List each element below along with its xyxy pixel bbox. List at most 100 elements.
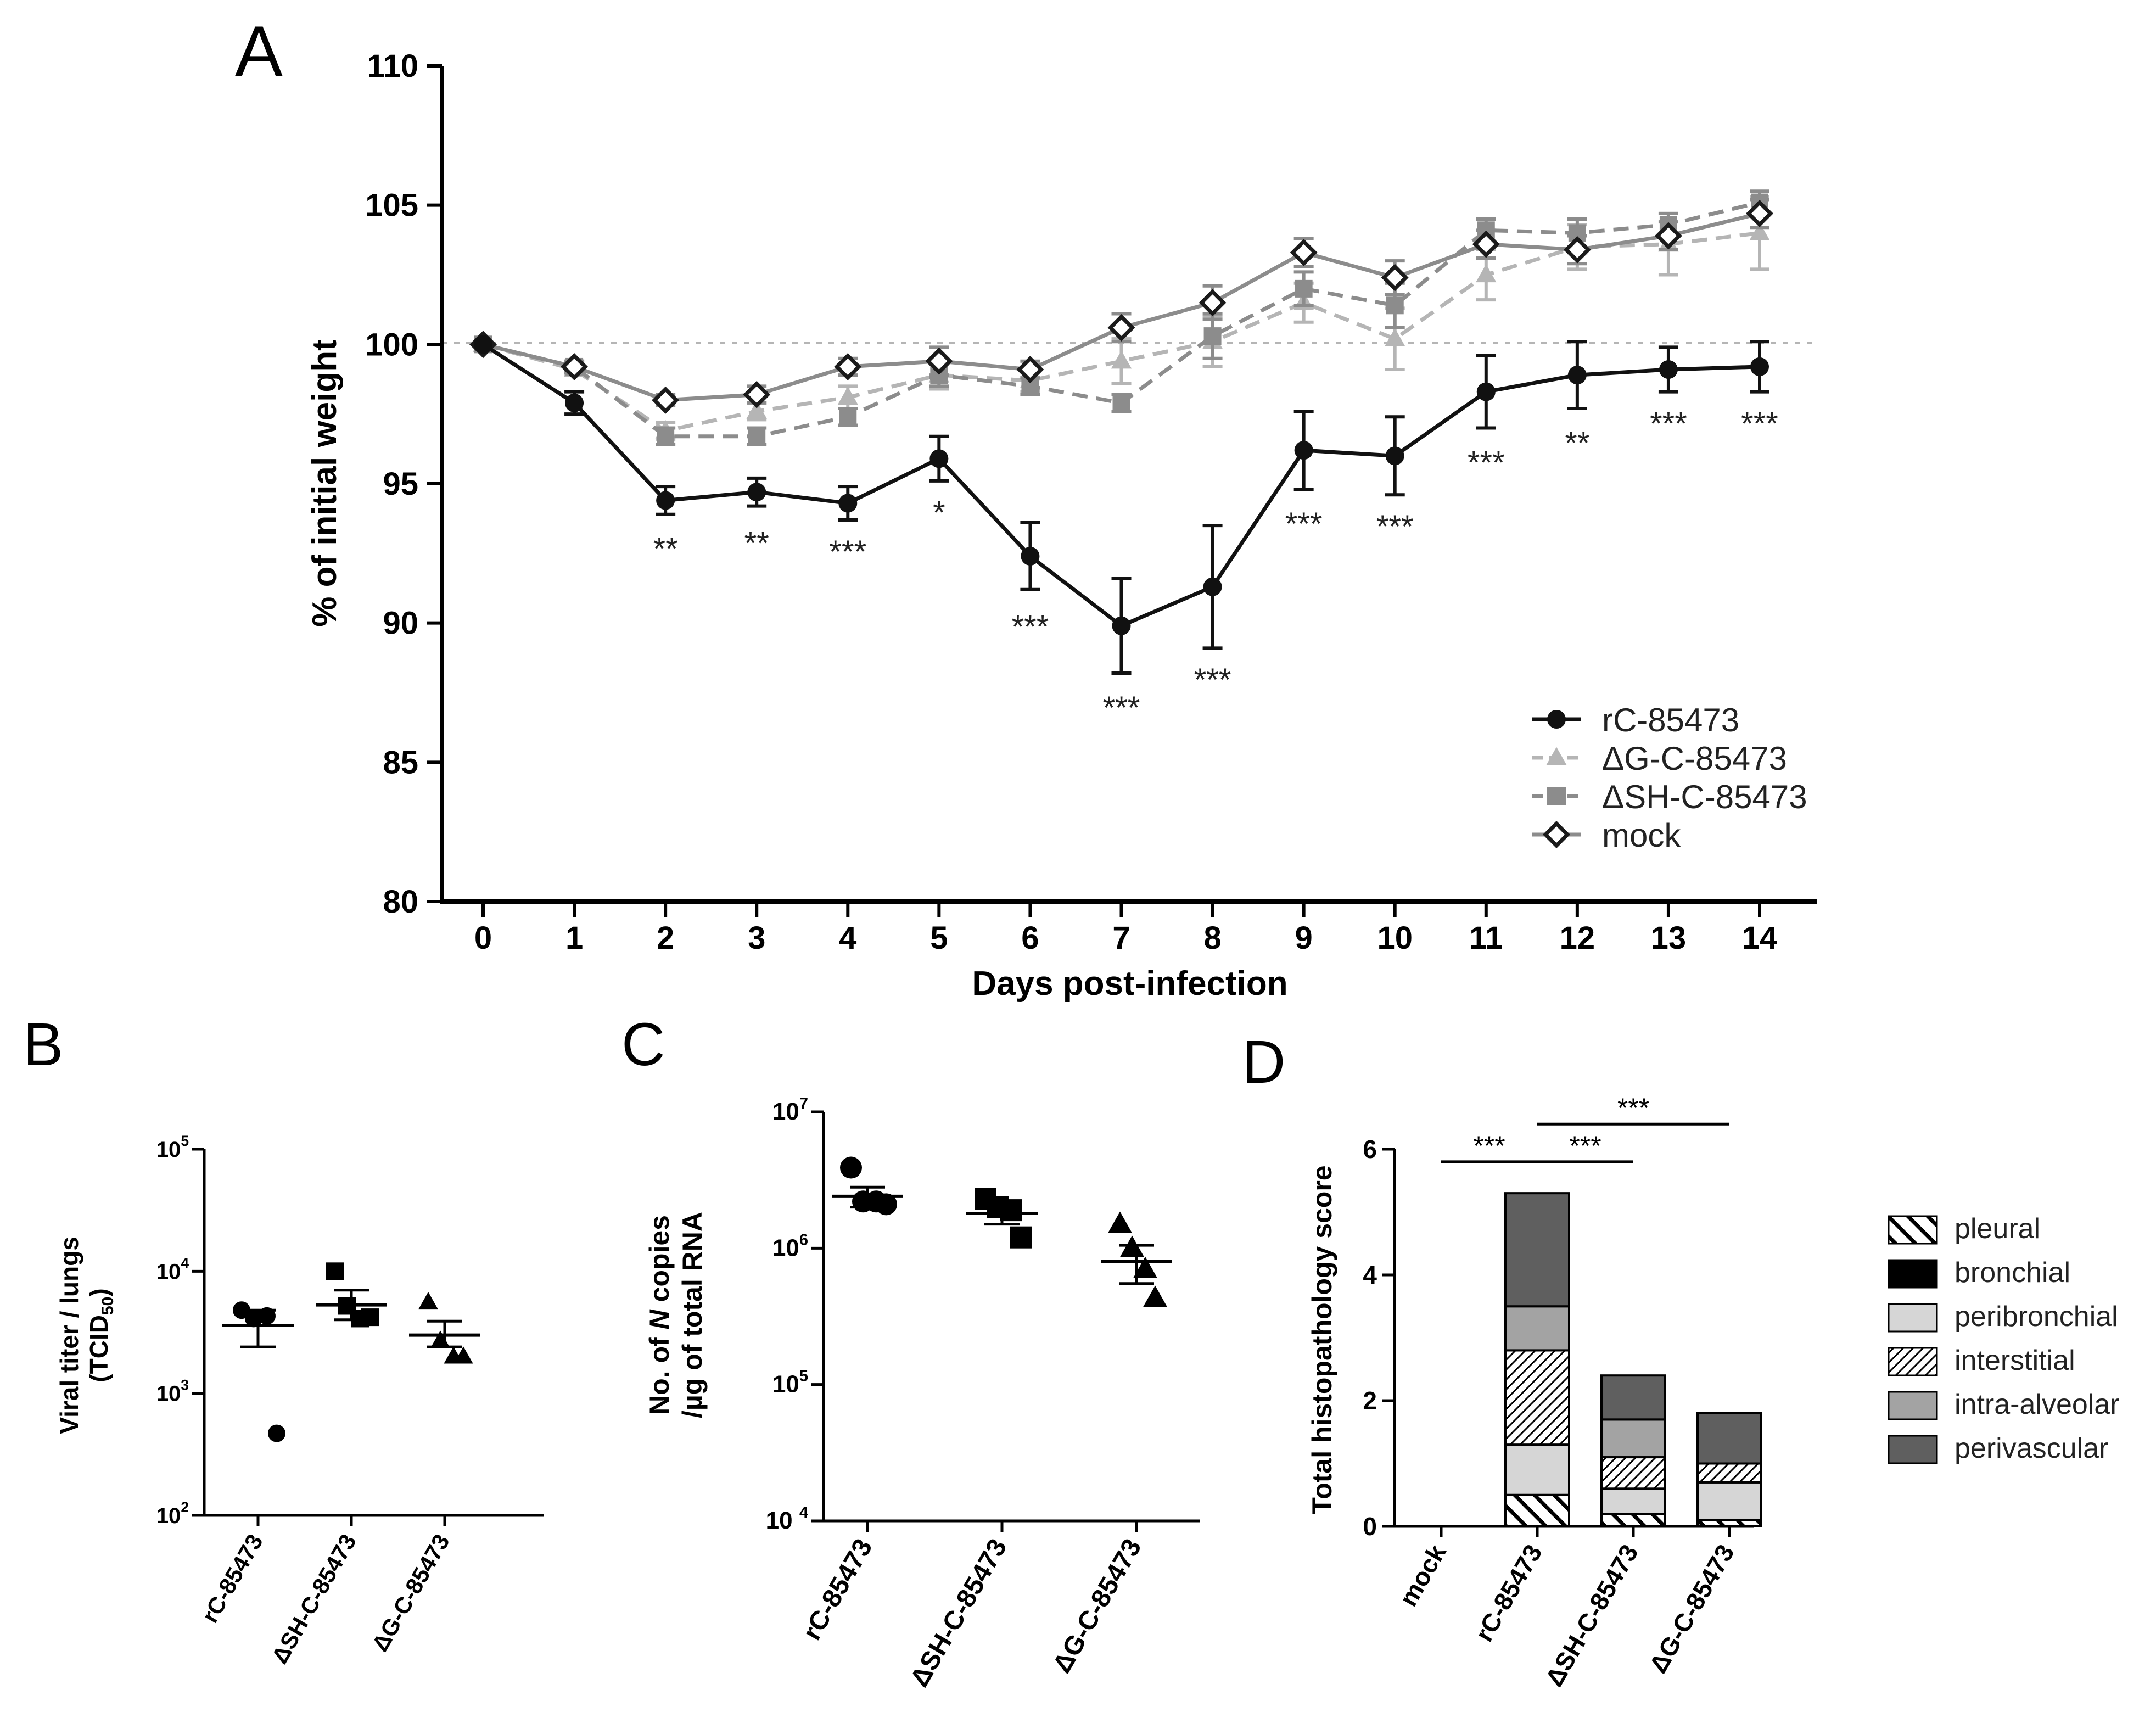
- chart-d-significance-label: ***: [1569, 1131, 1601, 1161]
- chart-a-significance-label: **: [1565, 426, 1589, 461]
- chart-a-point: [1294, 441, 1313, 460]
- chart-d-legend-swatch: [1888, 1259, 1938, 1289]
- chart-a-significance-label: *: [933, 495, 945, 531]
- chart-c-y-axis-label-em: N: [644, 1309, 675, 1329]
- chart-d-bar-segment: [1504, 1349, 1570, 1446]
- chart-a-y-tick-label: 100: [365, 327, 418, 362]
- chart-d-legend: pleural bronchial peribronchial interstitia…: [1888, 1213, 2120, 1464]
- chart-d-y-tick-label: 4: [1363, 1261, 1377, 1289]
- chart-a-point: [1290, 238, 1318, 266]
- chart-b-x-tick-label: ΔG-C-85473: [367, 1530, 455, 1656]
- chart-b-x-tick-label: rC-85473: [197, 1530, 267, 1627]
- chart-d-x-tick-label: ΔG-C-85473: [1643, 1540, 1739, 1678]
- chart-a-x-tick-label: 13: [1651, 920, 1687, 956]
- chart-a-y-tick-label: 110: [367, 48, 418, 84]
- chart-a-point: [656, 491, 675, 510]
- chart-a-legend-marker: [1546, 747, 1567, 765]
- chart-a-x-tick-label: 14: [1742, 920, 1778, 956]
- chart-a-x-tick-label: 0: [474, 920, 492, 956]
- panel-label-d: D: [1242, 1028, 1285, 1096]
- chart-a-point: [1746, 199, 1773, 227]
- chart-a-x-axis-label: Days post-infection: [972, 965, 1287, 1003]
- chart-d-legend-swatch: [1888, 1215, 1938, 1245]
- chart-a-point: [1386, 296, 1404, 315]
- chart-b-point: [326, 1262, 344, 1280]
- chart-d-legend-swatch: [1888, 1347, 1938, 1376]
- chart-d-legend-label: pleural: [1955, 1213, 2040, 1245]
- chart-d-bar-segment: [1504, 1192, 1570, 1308]
- chart-d-y-tick-label: 0: [1363, 1512, 1377, 1541]
- chart-b-y-tick-base: 10: [156, 1260, 181, 1284]
- chart-b-y-axis-label-units: (TCID50): [85, 1288, 117, 1382]
- chart-a-point: [929, 449, 949, 468]
- chart-d-legend-swatch: [1888, 1391, 1938, 1420]
- chart-c-point: [1010, 1226, 1032, 1249]
- chart-b-group: ΔSH-C-85473: [266, 1262, 387, 1668]
- chart-a-legend-label: mock: [1602, 817, 1681, 854]
- chart-a-point: [1203, 577, 1222, 596]
- chart-b-y-tick-label: 104: [156, 1255, 189, 1284]
- chart-a-significance-label: ***: [1285, 506, 1323, 542]
- chart-a-point: [1112, 616, 1131, 635]
- chart-a-x-tick-label: 9: [1295, 920, 1313, 956]
- chart-d-bar-segment: [1696, 1481, 1762, 1521]
- chart-a-significance-label: ***: [1194, 662, 1231, 698]
- chart-b-point: [453, 1346, 473, 1364]
- chart-a-point: [1659, 360, 1678, 379]
- chart-a-legend-label: ΔSH-C-85473: [1602, 779, 1807, 815]
- chart-d-y-tick-label: 2: [1363, 1386, 1377, 1415]
- chart-c-y-tick-label: 107: [772, 1095, 808, 1125]
- chart-a-point: [1750, 357, 1769, 376]
- chart-b-y-tick-base: 10: [156, 1504, 181, 1528]
- chart-a-x-tick-label: 3: [748, 920, 765, 956]
- chart-a-x-tick-label: 5: [930, 920, 948, 956]
- chart-a-point: [1472, 230, 1500, 258]
- chart-b-group: ΔG-C-85473: [367, 1291, 480, 1656]
- chart-a-point: [1654, 222, 1682, 250]
- chart-c-x-tick-label: rC-85473: [797, 1534, 878, 1645]
- chart-a-point: [1749, 222, 1770, 240]
- chart-c-point: [840, 1156, 862, 1179]
- chart-b-point: [268, 1424, 285, 1442]
- chart-c-point: [1143, 1285, 1167, 1307]
- chart-c-y-tick-exp: 6: [799, 1231, 808, 1249]
- chart-c-y-axis-label-line1-text: No. of N copies: [644, 1215, 675, 1415]
- chart-d-ticks: 0 2 4 6: [1363, 1135, 1395, 1541]
- chart-d-legend-swatch: [1888, 1435, 1938, 1464]
- chart-d-y-tick-label: 6: [1363, 1135, 1377, 1163]
- chart-a-x-tick-label: 1: [565, 920, 583, 956]
- chart-d-x-tick-label: rC-85473: [1469, 1540, 1547, 1646]
- chart-d-legend-swatch: [1888, 1303, 1938, 1333]
- chart-a-point: [1563, 236, 1591, 264]
- chart-a-series-rc-85473: [474, 335, 1769, 675]
- chart-c-point: [1000, 1199, 1022, 1222]
- chart-d-bar-segment: [1504, 1443, 1570, 1496]
- chart-a-x-tick-label: 6: [1021, 920, 1039, 956]
- chart-b-point: [418, 1291, 438, 1310]
- chart-a-point: [657, 427, 675, 445]
- chart-b-y-tick-label: 103: [156, 1377, 189, 1406]
- chart-a-significance-label: ***: [1468, 445, 1505, 480]
- chart-d-legend-label: peribronchial: [1955, 1301, 2118, 1333]
- chart-d-bar-segment: [1600, 1513, 1666, 1528]
- chart-d-legend-label: interstitial: [1955, 1345, 2075, 1376]
- chart-d-legend-label: perivascular: [1955, 1432, 2108, 1464]
- chart-c-y-axis-label-line2: /µg of total RNA: [677, 1212, 708, 1418]
- chart-d-significance-label: ***: [1617, 1093, 1649, 1123]
- chart-c-y-tick-base: 10: [772, 1234, 799, 1261]
- chart-a-point: [1203, 327, 1222, 345]
- chart-a-legend-marker: [1547, 710, 1566, 729]
- chart-b-y-axis-label-sub: 50: [99, 1297, 117, 1315]
- chart-b-group: rC-85473: [197, 1301, 294, 1627]
- chart-d-significance-label: ***: [1473, 1131, 1505, 1161]
- chart-c-y-tick-exp: 5: [799, 1368, 808, 1385]
- chart-a-point: [748, 427, 766, 445]
- chart-c-x-tick-label: ΔG-C-85473: [1048, 1534, 1147, 1678]
- chart-a-x-tick-label: 11: [1469, 920, 1503, 956]
- chart-c-group: ΔG-C-85473: [1048, 1211, 1172, 1678]
